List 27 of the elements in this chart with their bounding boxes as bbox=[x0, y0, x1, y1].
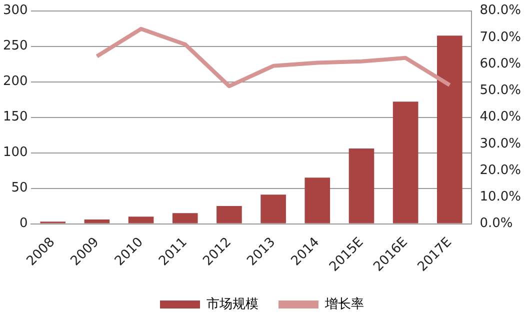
bar bbox=[437, 36, 462, 224]
y-tick-label: 0 bbox=[20, 216, 28, 232]
y-tick-label: 250 bbox=[2, 38, 28, 54]
y2-tick-label: 30.0% bbox=[480, 136, 522, 152]
y-tick-label: 200 bbox=[2, 74, 28, 90]
bar bbox=[216, 206, 242, 224]
y2-tick-label: 70.0% bbox=[480, 30, 522, 45]
y-tick-label: 50 bbox=[11, 180, 28, 196]
legend-label: 增长率 bbox=[324, 296, 364, 312]
bar bbox=[260, 194, 286, 224]
bar bbox=[172, 213, 198, 224]
bar bbox=[392, 102, 418, 224]
bar bbox=[128, 216, 154, 224]
y2-tick-label: 10.0% bbox=[480, 190, 522, 205]
y2-tick-label: 50.0% bbox=[480, 83, 522, 98]
bar bbox=[348, 148, 374, 224]
y2-tick-label: 80.0% bbox=[480, 3, 522, 18]
y2-tick-label: 60.0% bbox=[480, 56, 522, 72]
y2-tick-label: 40.0% bbox=[480, 110, 522, 125]
y-tick-label: 150 bbox=[2, 110, 28, 125]
y2-tick-label: 20.0% bbox=[480, 162, 522, 178]
bar bbox=[84, 220, 110, 224]
y2-tick-label: 0.0% bbox=[480, 216, 513, 232]
y-tick-label: 100 bbox=[2, 145, 28, 160]
legend-label: 市场规模 bbox=[206, 296, 258, 312]
bar bbox=[304, 178, 330, 224]
y-tick-label: 300 bbox=[2, 3, 28, 18]
